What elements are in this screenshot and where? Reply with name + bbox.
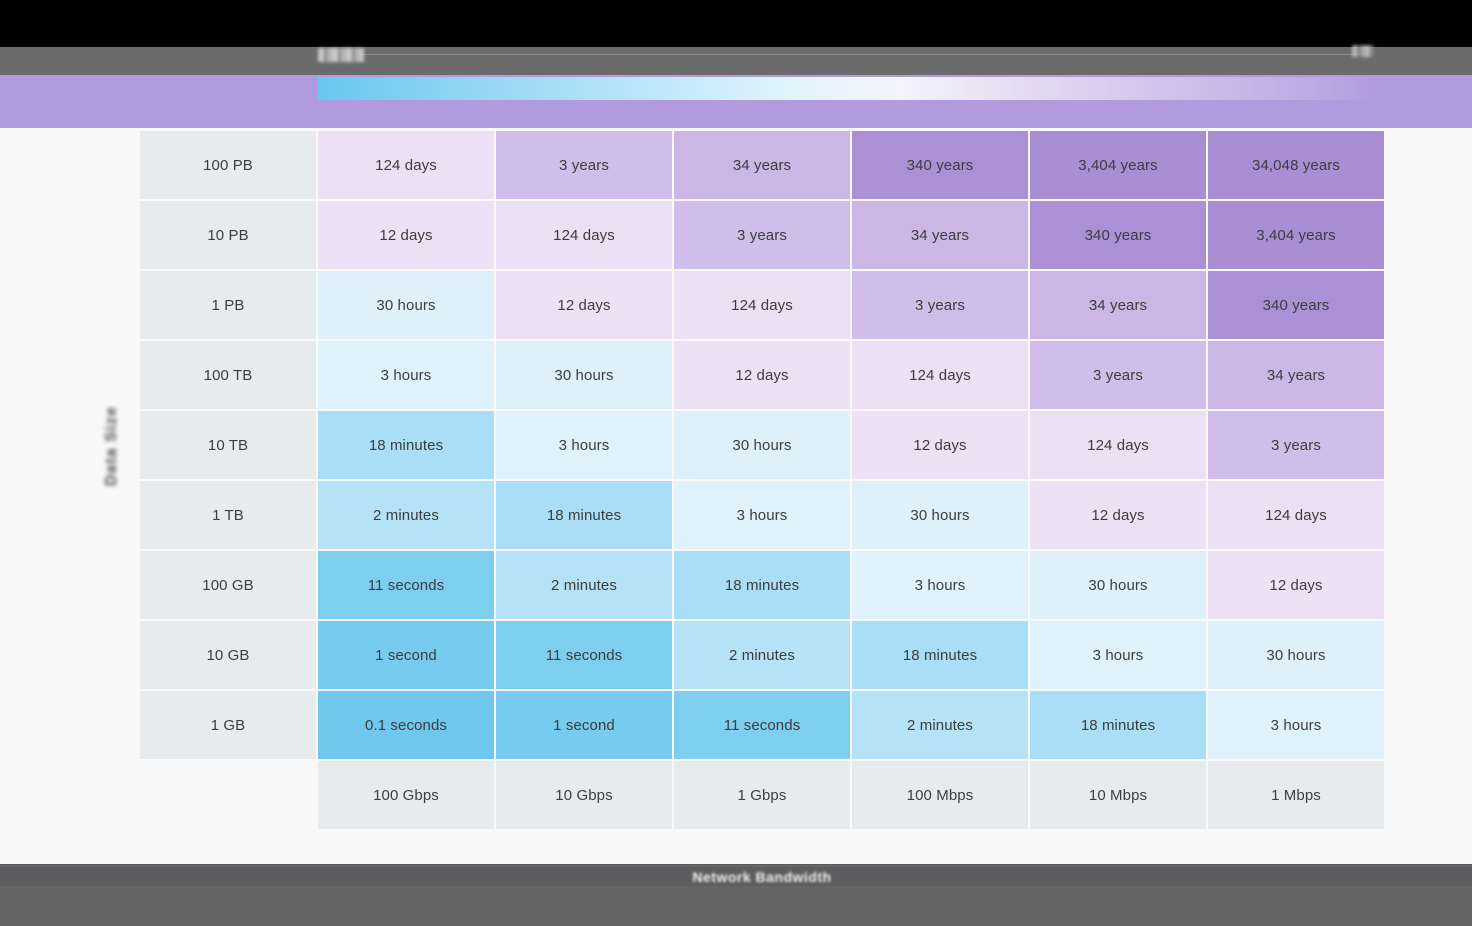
heatmap-cell: 3 years — [1030, 341, 1206, 409]
footer-bar: Network Bandwidth — [0, 864, 1472, 926]
heatmap-cell: 124 days — [1208, 481, 1384, 549]
heatmap-cell: 18 minutes — [674, 551, 850, 619]
heatmap-cell: 124 days — [1030, 411, 1206, 479]
row-header: 100 GB — [140, 551, 316, 619]
heatmap-cell: 12 days — [1030, 481, 1206, 549]
heatmap-cell: 34 years — [852, 201, 1028, 269]
heatmap-cell: 12 days — [318, 201, 494, 269]
row-header: 10 PB — [140, 201, 316, 269]
heatmap-cell: 12 days — [852, 411, 1028, 479]
y-axis-label: Data Size — [103, 405, 120, 487]
heatmap-cell: 30 hours — [1030, 551, 1206, 619]
heatmap-cell: 124 days — [318, 131, 494, 199]
heatmap-cell: 3,404 years — [1208, 201, 1384, 269]
heatmap-cell: 30 hours — [674, 411, 850, 479]
legend-banner — [0, 75, 1472, 128]
heatmap-cell: 18 minutes — [496, 481, 672, 549]
heatmap-cell: 0.1 seconds — [318, 691, 494, 759]
toolbar — [0, 45, 1472, 75]
row-header: 10 TB — [140, 411, 316, 479]
transfer-time-heatmap: 100 PB 124 days 3 years 34 years 340 years 3,… — [140, 131, 1384, 829]
toolbar-title-redacted — [318, 48, 364, 62]
heatmap-cell: 3 years — [674, 201, 850, 269]
heatmap-cell: 30 hours — [852, 481, 1028, 549]
heatmap-cell: 34 years — [1208, 341, 1384, 409]
heatmap-cell: 11 seconds — [674, 691, 850, 759]
color-scale-legend — [318, 77, 1378, 100]
heatmap-cell: 34,048 years — [1208, 131, 1384, 199]
heatmap-cell: 12 days — [496, 271, 672, 339]
top-black-bar — [0, 0, 1472, 47]
toolbar-menu-icon[interactable] — [1352, 45, 1374, 57]
row-header: 10 GB — [140, 621, 316, 689]
column-header: 1 Gbps — [674, 761, 850, 829]
heatmap-cell: 30 hours — [318, 271, 494, 339]
heatmap-cell: 340 years — [1030, 201, 1206, 269]
heatmap-cell: 12 days — [1208, 551, 1384, 619]
heatmap-cell: 2 minutes — [674, 621, 850, 689]
heatmap-cell: 3 years — [852, 271, 1028, 339]
heatmap-cell: 3 years — [496, 131, 672, 199]
heatmap-cell: 124 days — [674, 271, 850, 339]
heatmap-cell: 12 days — [674, 341, 850, 409]
toolbar-divider — [360, 54, 1360, 55]
heatmap-cell: 18 minutes — [1030, 691, 1206, 759]
column-header: 1 Mbps — [1208, 761, 1384, 829]
corner-cell — [140, 761, 316, 829]
heatmap-cell: 3 hours — [496, 411, 672, 479]
heatmap-cell: 3 hours — [852, 551, 1028, 619]
column-header: 10 Mbps — [1030, 761, 1206, 829]
footer-stripe — [0, 867, 1472, 886]
heatmap-cell: 34 years — [674, 131, 850, 199]
column-header: 10 Gbps — [496, 761, 672, 829]
heatmap-cell: 2 minutes — [318, 481, 494, 549]
heatmap-cell: 1 second — [318, 621, 494, 689]
heatmap-cell: 1 second — [496, 691, 672, 759]
column-header: 100 Gbps — [318, 761, 494, 829]
heatmap-cell: 11 seconds — [496, 621, 672, 689]
x-axis-label: Network Bandwidth — [692, 868, 832, 885]
heatmap-cell: 3 hours — [674, 481, 850, 549]
heatmap-cell: 2 minutes — [496, 551, 672, 619]
row-header: 1 TB — [140, 481, 316, 549]
heatmap-cell: 3 years — [1208, 411, 1384, 479]
heatmap-cell: 18 minutes — [852, 621, 1028, 689]
heatmap-cell: 124 days — [852, 341, 1028, 409]
heatmap-cell: 30 hours — [496, 341, 672, 409]
heatmap-cell: 3 hours — [1208, 691, 1384, 759]
heatmap-cell: 3 hours — [318, 341, 494, 409]
column-header: 100 Mbps — [852, 761, 1028, 829]
heatmap-cell: 30 hours — [1208, 621, 1384, 689]
heatmap-cell: 18 minutes — [318, 411, 494, 479]
heatmap-cell: 11 seconds — [318, 551, 494, 619]
heatmap-cell: 3 hours — [1030, 621, 1206, 689]
heatmap-cell: 124 days — [496, 201, 672, 269]
heatmap-cell: 340 years — [852, 131, 1028, 199]
row-header: 100 TB — [140, 341, 316, 409]
heatmap-cell: 340 years — [1208, 271, 1384, 339]
row-header: 100 PB — [140, 131, 316, 199]
row-header: 1 GB — [140, 691, 316, 759]
row-header: 1 PB — [140, 271, 316, 339]
heatmap-cell: 34 years — [1030, 271, 1206, 339]
heatmap-cell: 3,404 years — [1030, 131, 1206, 199]
heatmap-cell: 2 minutes — [852, 691, 1028, 759]
